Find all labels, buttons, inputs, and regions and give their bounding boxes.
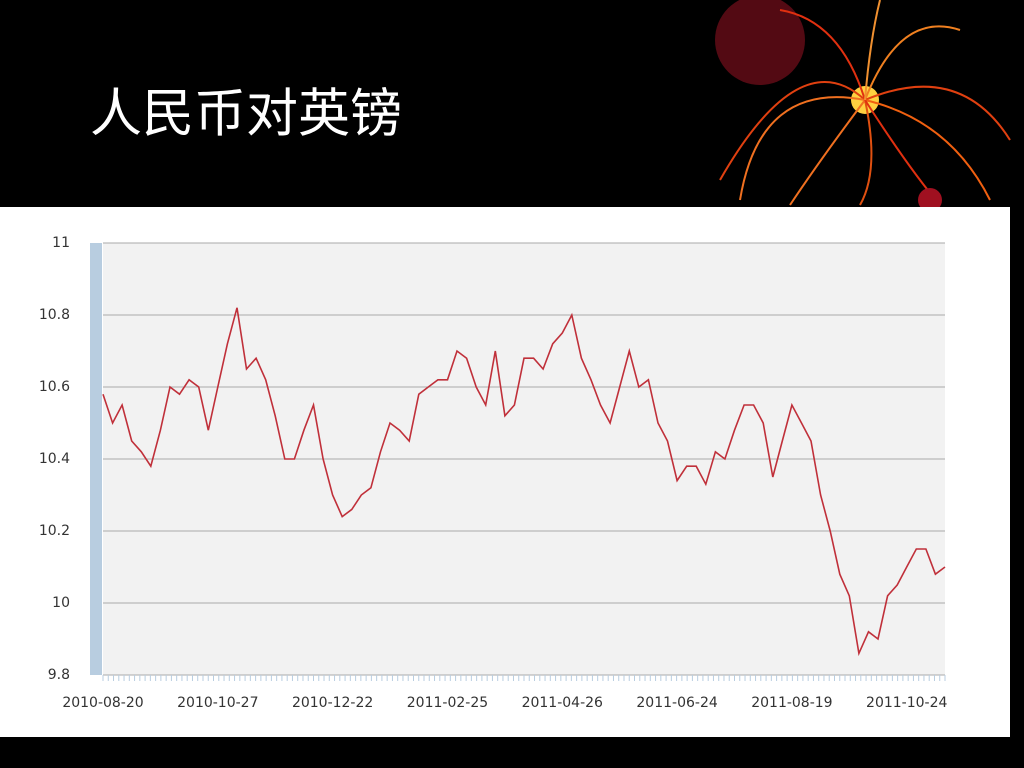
y-tick-label: 10.2: [39, 523, 70, 539]
y-tick-label: 11: [52, 235, 70, 251]
x-tick-label: 2010-12-22: [292, 695, 373, 711]
x-tick-label: 2010-08-20: [62, 695, 143, 711]
x-tick-label: 2011-02-25: [407, 695, 488, 711]
x-tick-label: 2011-06-24: [636, 695, 717, 711]
x-tick-label: 2010-10-27: [177, 695, 258, 711]
data-line: [102, 307, 946, 657]
x-tick-label: 2011-04-26: [522, 695, 603, 711]
y-tick-label: 10.4: [39, 451, 70, 467]
y-tick-label: 10.6: [39, 379, 70, 395]
x-tick-label: 2011-10-24: [866, 695, 947, 711]
y-tick-label: 10: [52, 595, 70, 611]
y-tick-label: 9.8: [48, 667, 70, 683]
axis-band: [90, 243, 102, 675]
chart: 9.8 10 10.2 10.4 10.6 10.8 11 2010-08-20 2010-10…: [39, 235, 948, 711]
decoration: [715, 0, 1011, 212]
slide-title: 人民币对英镑: [90, 85, 402, 145]
x-tick-label: 2011-08-19: [751, 695, 832, 711]
y-tick-label: 10.8: [39, 307, 70, 323]
